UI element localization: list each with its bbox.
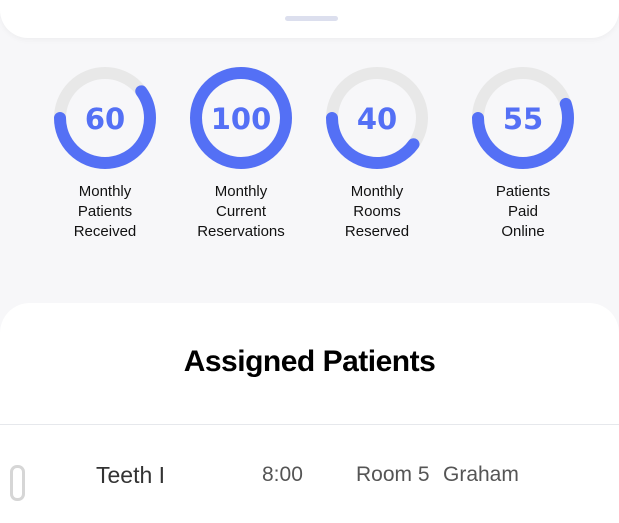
stat-0: 60 Monthly Patients Received	[35, 66, 175, 242]
stat-value: 60	[85, 102, 125, 136]
ring-progress	[54, 67, 156, 169]
stat-label: Patients Paid Online	[495, 183, 551, 240]
progress-ring: 40	[326, 67, 428, 169]
ring-progress	[326, 67, 428, 169]
stat-label: Monthly Current Reservations	[197, 183, 285, 240]
progress-ring: 55	[472, 67, 574, 169]
stat-1: 100 Monthly Current Reservations	[171, 66, 311, 242]
ring-progress	[472, 67, 574, 169]
stat-3: 55 Patients Paid Online	[453, 66, 593, 242]
room: Room 5	[356, 463, 430, 486]
ring-progress	[190, 67, 292, 169]
top-sheet	[0, 0, 619, 38]
stat-2: 40 Monthly Rooms Reserved	[307, 66, 447, 242]
progress-ring: 100	[190, 67, 292, 169]
stat-value: 40	[357, 102, 397, 136]
stat-label: Monthly Rooms Reserved	[344, 183, 410, 240]
drag-handle[interactable]	[285, 16, 338, 21]
divider	[0, 424, 619, 425]
time: 8:00	[262, 463, 303, 486]
section-title: Assigned Patients	[183, 345, 436, 378]
stat-label: Monthly Patients Received	[73, 183, 137, 240]
procedure: Teeth I	[96, 462, 166, 488]
doctor: Graham	[443, 463, 519, 486]
progress-ring: 60	[54, 67, 156, 169]
stat-value: 55	[503, 102, 543, 136]
stat-value: 100	[211, 102, 272, 136]
assigned-patients-panel: Assigned Patients Teeth I 8:00 Room 5 Gr…	[0, 303, 619, 523]
